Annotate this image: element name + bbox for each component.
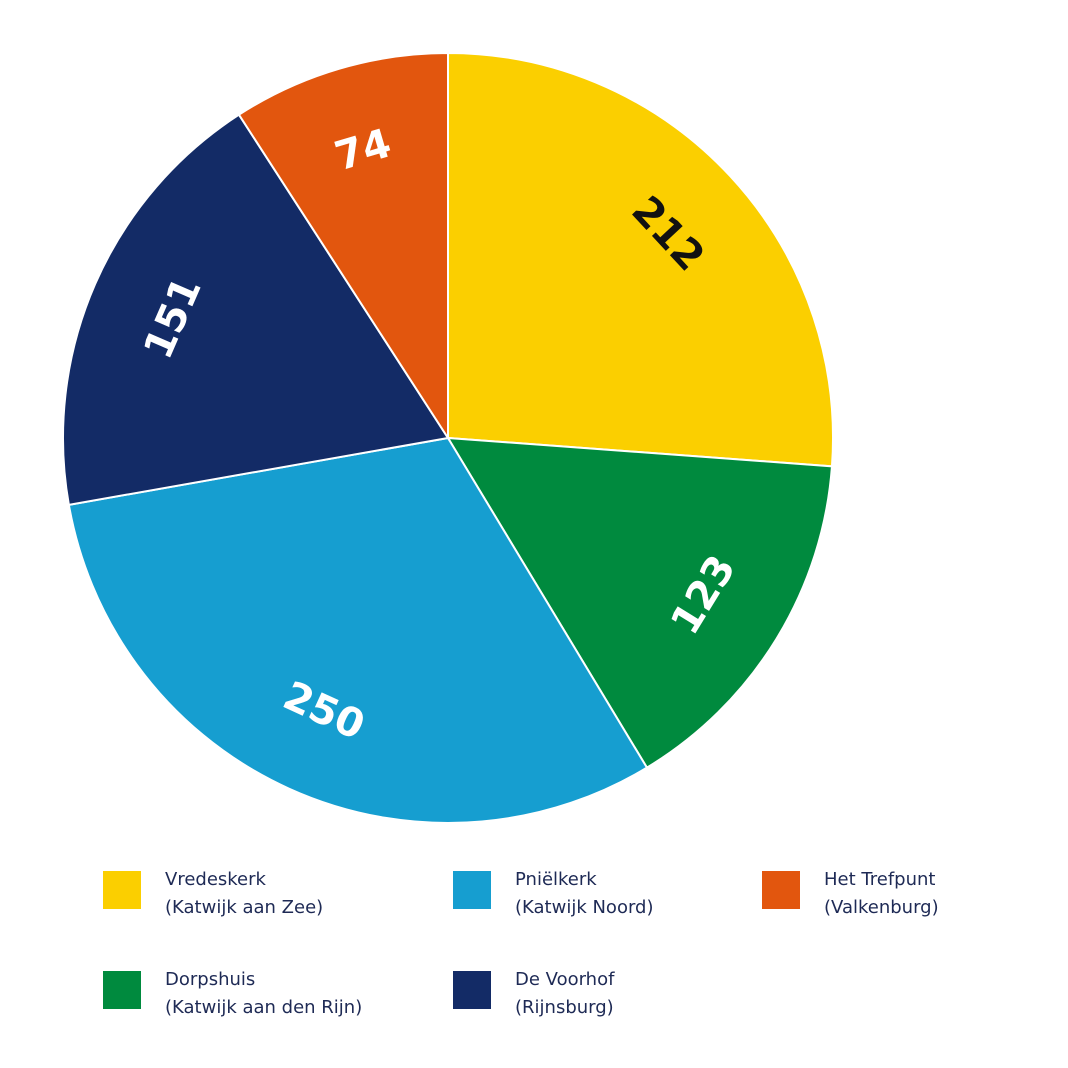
legend-label: Pniëlkerk (Katwijk Noord) [515, 866, 654, 922]
legend-name: Vredeskerk [165, 869, 266, 890]
legend-swatch [453, 871, 491, 909]
pie-slice-3 [62, 113, 450, 507]
legend-swatch [762, 871, 800, 909]
legend-subname: (Rijnsburg) [515, 997, 614, 1018]
legend-subname: (Katwijk aan den Rijn) [165, 997, 363, 1018]
legend-label: Vredeskerk (Katwijk aan Zee) [165, 866, 323, 922]
pie-slice-0 [447, 51, 834, 468]
legend-swatch [103, 871, 141, 909]
pie-slice-1 [446, 436, 834, 769]
legend-name: Pniëlkerk [515, 869, 597, 890]
legend-subname: (Katwijk aan Zee) [165, 897, 324, 918]
legend-label: De Voorhof (Rijnsburg) [515, 966, 614, 1022]
legend-name: Het Trefpunt [824, 869, 936, 890]
legend-subname: (Katwijk Noord) [515, 897, 654, 918]
legend-name: De Voorhof [515, 969, 615, 990]
legend-swatch [103, 971, 141, 1009]
legend-name: Dorpshuis [165, 969, 256, 990]
legend-label: Dorpshuis (Katwijk aan den Rijn) [165, 966, 362, 1022]
pie-slice-2 [67, 436, 649, 824]
legend-swatch [453, 971, 491, 1009]
pie-slice-4 [237, 51, 449, 442]
legend-subname: (Valkenburg) [824, 897, 939, 918]
legend-label: Het Trefpunt (Valkenburg) [824, 866, 939, 922]
